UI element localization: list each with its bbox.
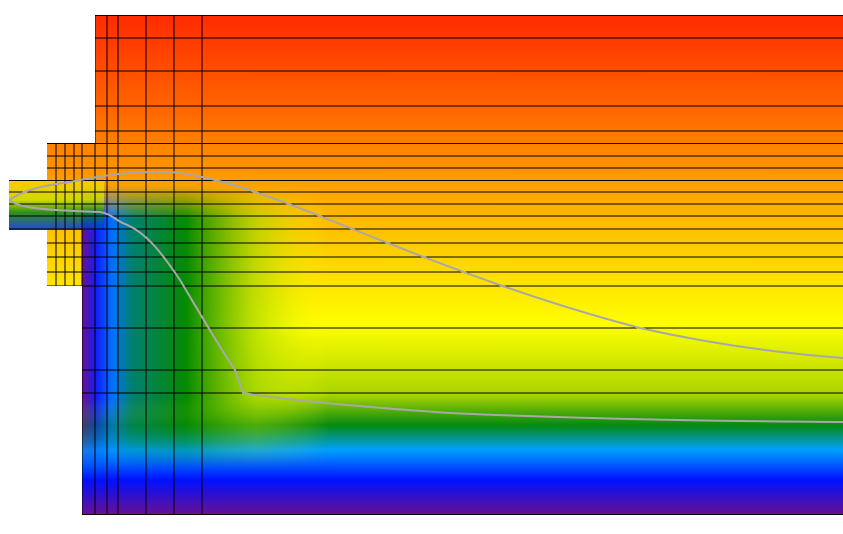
isotherm-lower xyxy=(9,199,843,423)
mesh xyxy=(9,15,843,515)
isotherm-upper xyxy=(9,170,843,359)
